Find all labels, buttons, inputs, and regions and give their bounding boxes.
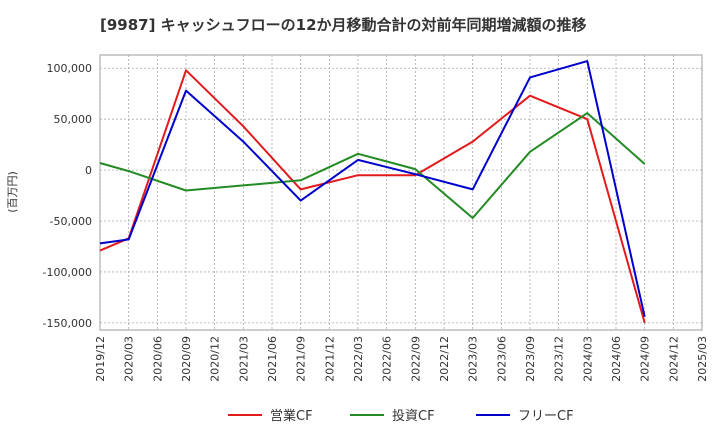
x-tick-label: 2025/03: [696, 336, 709, 382]
legend: 営業CF 投資CF フリーCF: [228, 408, 574, 424]
x-tick-label: 2021/06: [266, 336, 279, 382]
x-tick-label: 2020/03: [123, 336, 136, 382]
x-tick-label: 2022/12: [438, 336, 451, 382]
y-axis-label: (百万円): [6, 171, 19, 213]
y-tick-label: -150,000: [43, 317, 92, 330]
x-tick-label: 2021/03: [237, 336, 250, 382]
legend-label: 投資CF: [392, 408, 435, 424]
y-tick-label: 50,000: [54, 113, 93, 126]
y-tick-label: -100,000: [43, 266, 92, 279]
x-tick-label: 2021/09: [295, 336, 308, 382]
x-tick-label: 2022/03: [352, 336, 365, 382]
x-tick-label: 2022/09: [409, 336, 422, 382]
x-tick-label: 2024/06: [610, 336, 623, 382]
x-tick-label: 2023/06: [495, 336, 508, 382]
plot-area: [99, 54, 703, 331]
x-tick-label: 2023/12: [553, 336, 566, 382]
chart-title: [9987] キャッシュフローの12か月移動合計の対前年同期増減額の推移: [100, 16, 587, 34]
x-tick-label: 2020/06: [151, 336, 164, 382]
x-tick-label: 2023/03: [467, 336, 480, 382]
legend-label: 営業CF: [270, 408, 313, 424]
x-axis: 2019/12 2020/03 2020/06 2020/09 2020/12 2021/…: [94, 336, 709, 382]
y-tick-label: 100,000: [47, 62, 93, 75]
x-tick-label: 2024/03: [581, 336, 594, 382]
y-tick-label: -50,000: [50, 215, 92, 228]
x-tick-label: 2022/06: [381, 336, 394, 382]
x-tick-label: 2020/09: [180, 336, 193, 382]
series-line: [99, 69, 646, 324]
x-tick-label: 2019/12: [94, 336, 107, 382]
y-axis: 100,000 50,000 0 -50,000 -100,000 -150,000: [43, 62, 92, 330]
series-lines: [99, 60, 646, 324]
x-tick-label: 2024/09: [639, 336, 652, 382]
x-tick-label: 2020/12: [209, 336, 222, 382]
series-line: [99, 60, 646, 318]
series-line: [99, 112, 646, 219]
x-tick-label: 2021/12: [323, 336, 336, 382]
x-tick-label: 2023/09: [524, 336, 537, 382]
y-tick-label: 0: [85, 164, 92, 177]
x-tick-label: 2024/12: [667, 336, 680, 382]
legend-label: フリーCF: [518, 409, 574, 424]
